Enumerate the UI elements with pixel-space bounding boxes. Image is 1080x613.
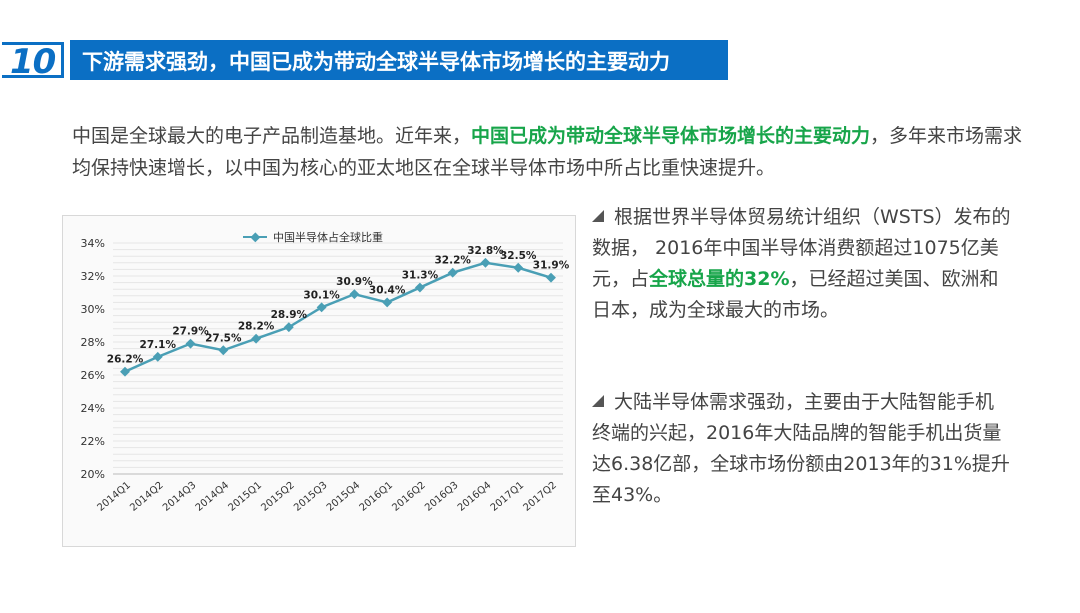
y-tick-label: 20%	[81, 468, 105, 481]
data-label: 28.9%	[271, 309, 308, 321]
intro-text-2: ，多年来市场需求均保持快速增长，以中国为核心的亚太地区在全球半导体市场中所占比重…	[72, 125, 1023, 179]
title-banner: 下游需求强劲，中国已成为带动全球半导体市场增长的主要动力	[70, 40, 728, 80]
y-tick-label: 26%	[81, 369, 105, 382]
x-tick-label: 2014Q4	[194, 480, 231, 514]
y-tick-label: 22%	[81, 435, 105, 448]
bullet-1-text-2: ，已经超过美国、欧洲和日本，成为全球最大的市场。	[592, 268, 999, 321]
data-point	[382, 297, 393, 308]
legend-label: 中国半导体占全球比重	[273, 230, 383, 244]
intro-text-1: 中国是全球最大的电子产品制造基地。近年来，	[72, 125, 472, 147]
chart-panel: 20% 22% 24% 26% 28% 30% 32% 34% 2014Q1 2014Q2 2014…	[62, 215, 576, 547]
x-tick-label: 2017Q1	[489, 480, 526, 514]
y-tick-label: 30%	[81, 303, 105, 316]
x-tick-label: 2014Q1	[95, 480, 132, 514]
x-tick-label: 2014Q3	[161, 480, 198, 514]
x-tick-label: 2016Q2	[390, 480, 427, 514]
data-point	[546, 272, 556, 283]
intro-paragraph: 中国是全球最大的电子产品制造基地。近年来，中国已成为带动全球半导体市场增长的主要…	[72, 120, 1032, 184]
data-label: 31.3%	[402, 270, 439, 282]
bullet-2-text-1: 大陆半导体需求强劲，主要由于大陆智能手机终端的兴起，2016年大陆品牌的智能手机…	[592, 391, 1010, 506]
data-label: 32.8%	[467, 245, 504, 257]
data-point	[152, 351, 163, 362]
data-point	[185, 338, 196, 349]
data-label: 27.1%	[140, 339, 177, 351]
data-label: 32.2%	[434, 255, 471, 267]
bullet-1-highlight: 全球总量的32%	[649, 268, 790, 290]
data-label: 30.4%	[369, 284, 406, 296]
bullet-1-text-1: 根据世界半导体贸易统计组织（WSTS）发布的数据， 2016年中国半导体消费额超…	[592, 206, 1011, 290]
y-tick-label: 28%	[81, 336, 105, 349]
data-label: 28.2%	[238, 321, 275, 333]
data-point	[218, 345, 229, 356]
x-tick-label: 2015Q4	[325, 480, 362, 514]
data-label: 26.2%	[107, 354, 144, 366]
legend-marker	[250, 232, 261, 243]
section-number-box: 10	[2, 42, 64, 82]
data-label: 27.9%	[172, 326, 209, 338]
series-line	[124, 261, 552, 373]
x-tick-label: 2016Q1	[358, 480, 395, 514]
y-tick-label: 24%	[81, 402, 105, 415]
x-tick-label: 2015Q1	[227, 480, 264, 514]
page-title: 下游需求强劲，中国已成为带动全球半导体市场增长的主要动力	[82, 50, 670, 74]
data-label: 27.5%	[205, 332, 242, 344]
x-tick-label: 2016Q3	[423, 480, 460, 514]
x-tick-label: 2015Q2	[259, 480, 296, 514]
bullet-2: 大陆半导体需求强劲，主要由于大陆智能手机终端的兴起，2016年大陆品牌的智能手机…	[592, 387, 1012, 511]
section-number: 10	[10, 42, 56, 82]
intro-highlight: 中国已成为带动全球半导体市场增长的主要动力	[471, 125, 871, 147]
data-point	[513, 262, 524, 273]
x-tick-label: 2014Q2	[128, 480, 165, 514]
x-tick-label: 2017Q2	[521, 480, 558, 514]
data-point	[480, 257, 491, 268]
x-tick-label: 2015Q3	[292, 480, 329, 514]
y-tick-label: 32%	[81, 270, 105, 283]
triangle-bullet-icon	[592, 210, 604, 222]
data-label: 32.5%	[500, 250, 537, 262]
x-tick-label: 2016Q4	[456, 480, 493, 514]
data-point	[349, 289, 360, 300]
line-chart: 20%22%24%26%28%30%32%34%2014Q12014Q22014…	[81, 230, 570, 514]
data-label: 31.9%	[533, 260, 570, 272]
data-point	[120, 366, 130, 377]
triangle-bullet-icon	[592, 395, 604, 407]
data-point	[414, 282, 425, 293]
data-label: 30.9%	[336, 276, 373, 288]
data-point	[251, 333, 262, 344]
bullet-1: 根据世界半导体贸易统计组织（WSTS）发布的数据， 2016年中国半导体消费额超…	[592, 202, 1012, 326]
slide-header: 10 下游需求强劲，中国已成为带动全球半导体市场增长的主要动力	[0, 40, 728, 82]
data-label: 30.1%	[303, 289, 340, 301]
y-tick-label: 34%	[81, 237, 105, 250]
